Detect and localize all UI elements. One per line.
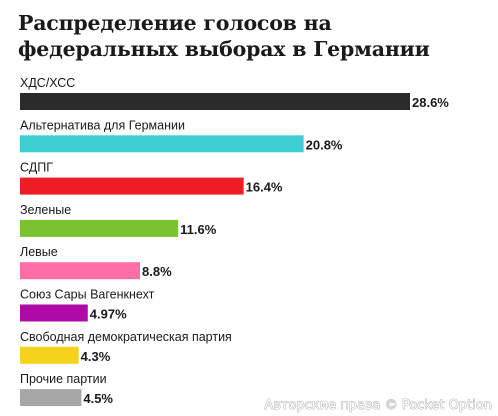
bar — [20, 389, 82, 407]
category-label: Альтернатива для Германии — [20, 118, 185, 132]
category-label: Свободная демократическая партия — [20, 330, 232, 344]
value-label: 4.97% — [90, 307, 127, 322]
value-label: 4.5% — [83, 391, 113, 406]
value-label: 20.8% — [306, 137, 343, 152]
bar — [20, 346, 79, 364]
category-label: Прочие партии — [20, 372, 107, 386]
value-label: 4.3% — [81, 349, 111, 364]
chart-title: Распределение голосов на федеральных выб… — [18, 11, 430, 61]
value-label: 16.4% — [246, 180, 283, 195]
value-label: 28.6% — [412, 95, 449, 110]
bar — [20, 177, 244, 195]
value-label: 8.8% — [142, 264, 172, 279]
category-label: Союз Сары Вагенкнехт — [20, 288, 155, 302]
bar — [20, 135, 304, 153]
bar — [20, 304, 88, 322]
bar — [20, 93, 410, 110]
copyright-watermark: Авторские права © Pocket Option — [264, 398, 492, 414]
category-label: СДПГ — [20, 161, 53, 175]
bar — [20, 219, 179, 237]
bar — [20, 262, 140, 280]
category-label: Зеленые — [20, 203, 71, 217]
category-label: ХДС/ХСС — [20, 76, 75, 90]
category-label: Левые — [20, 245, 58, 259]
value-label: 11.6% — [180, 222, 217, 237]
